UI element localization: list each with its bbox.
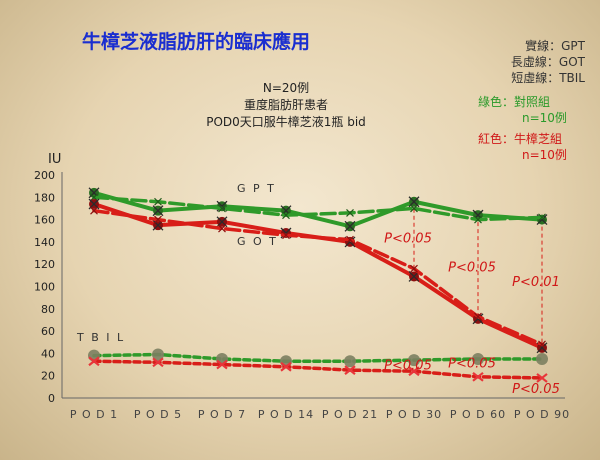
series-label-gpt: G P T (237, 182, 276, 195)
data-point (282, 231, 290, 240)
legend-red-group: 紅色：牛樟芝組 (478, 131, 562, 146)
p-value-label: P<0.05 (512, 382, 560, 397)
series-5 (88, 356, 548, 383)
data-point (344, 355, 356, 368)
x-tick-label: P O D 90 (514, 408, 570, 421)
data-point (152, 348, 164, 361)
legend-solid-gpt: 實線：GPT (525, 38, 586, 53)
data-point (472, 352, 484, 365)
x-tick-label: P O D 30 (386, 408, 442, 421)
data-point (538, 340, 546, 349)
y-axis-unit: IU (48, 152, 61, 167)
y-tick-label: 80 (41, 303, 55, 316)
legend-red-n: n=10例 (522, 148, 567, 162)
note-dosage: POD0天口服牛樟芝液1瓶 bid (206, 114, 366, 129)
y-tick-label: 100 (34, 281, 55, 294)
y-tick-label: 0 (48, 392, 55, 405)
series-line (92, 195, 544, 222)
y-tick-label: 60 (41, 325, 55, 338)
data-point (408, 366, 420, 377)
p-value-label: P<0.05 (448, 261, 496, 276)
data-point (538, 213, 546, 222)
series-line (92, 208, 544, 347)
data-point (218, 204, 226, 213)
x-tick-label: P O D 1 (70, 408, 118, 421)
data-point (90, 206, 98, 215)
p-value-label: P<0.05 (448, 356, 496, 371)
y-tick-label: 140 (34, 236, 55, 249)
p-value-label: P<0.05 (384, 232, 432, 247)
data-point (408, 354, 420, 367)
data-point (88, 356, 100, 367)
x-tick-label: P O D 14 (258, 408, 314, 421)
p-value-label: P<0.05 (384, 359, 432, 374)
data-point (536, 373, 548, 383)
data-point (410, 204, 418, 213)
series-4 (90, 206, 546, 349)
data-point (154, 197, 162, 206)
data-point (472, 371, 484, 382)
y-ticks: 0 20 40 60 80 100 120 140 160 180 200 (34, 169, 55, 405)
data-point (154, 215, 162, 224)
series-label-got: G O T (237, 235, 278, 248)
x-tick-label: P O D 7 (198, 408, 246, 421)
chart-title: 牛樟芝液脂肪肝的臨床應用 (82, 30, 310, 53)
series-3 (88, 198, 548, 354)
p-value-label: P<0.01 (512, 275, 560, 290)
data-point-cross (152, 219, 164, 231)
data-point (346, 235, 354, 244)
legend-long-dash-got: 長虛線：GOT (511, 54, 586, 69)
data-point (152, 357, 164, 368)
x-ticks: P O D 1 P O D 5 P O D 7 P O D 14 P O D 21 P O… (70, 408, 570, 421)
y-tick-label: 40 (41, 347, 55, 360)
note-sample-size: N=20例 (263, 81, 309, 95)
data-point (536, 352, 548, 365)
data-point (346, 208, 354, 217)
y-tick-label: 20 (41, 370, 55, 383)
data-point-cross (344, 220, 356, 232)
data-point (218, 224, 226, 233)
data-point (410, 264, 418, 273)
y-tick-label: 120 (34, 258, 55, 271)
x-tick-label: P O D 21 (322, 408, 378, 421)
legend-green-group: 綠色：對照組 (478, 95, 550, 109)
legend-green-n: n=10例 (522, 111, 567, 125)
x-tick-label: P O D 5 (134, 408, 182, 421)
y-tick-label: 180 (34, 191, 55, 204)
series-line (92, 359, 544, 380)
series-line (92, 190, 544, 229)
data-point (216, 359, 228, 370)
data-point-cross (152, 205, 164, 217)
data-point (280, 361, 292, 372)
legend-short-dash-tbil: 短虛線：TBIL (511, 70, 585, 85)
p-values: P<0.05 P<0.05 P<0.01 P<0.05 P<0.05 P<0.05 (384, 232, 560, 398)
y-tick-label: 200 (34, 169, 55, 182)
note-patients: 重度脂肪肝患者 (244, 97, 328, 112)
data-point (344, 365, 356, 375)
series-line (92, 201, 544, 350)
series-layer (88, 187, 548, 383)
series-label-tbil: T B I L (76, 331, 125, 344)
axes (61, 172, 565, 399)
series-1 (90, 193, 546, 224)
y-tick-label: 160 (34, 214, 55, 227)
data-point (474, 312, 482, 321)
data-point (474, 215, 482, 224)
series-2 (88, 348, 548, 368)
significance-drop-lines (413, 201, 543, 348)
x-tick-label: P O D 60 (450, 408, 506, 421)
data-point (282, 211, 290, 220)
series-line (92, 352, 544, 363)
